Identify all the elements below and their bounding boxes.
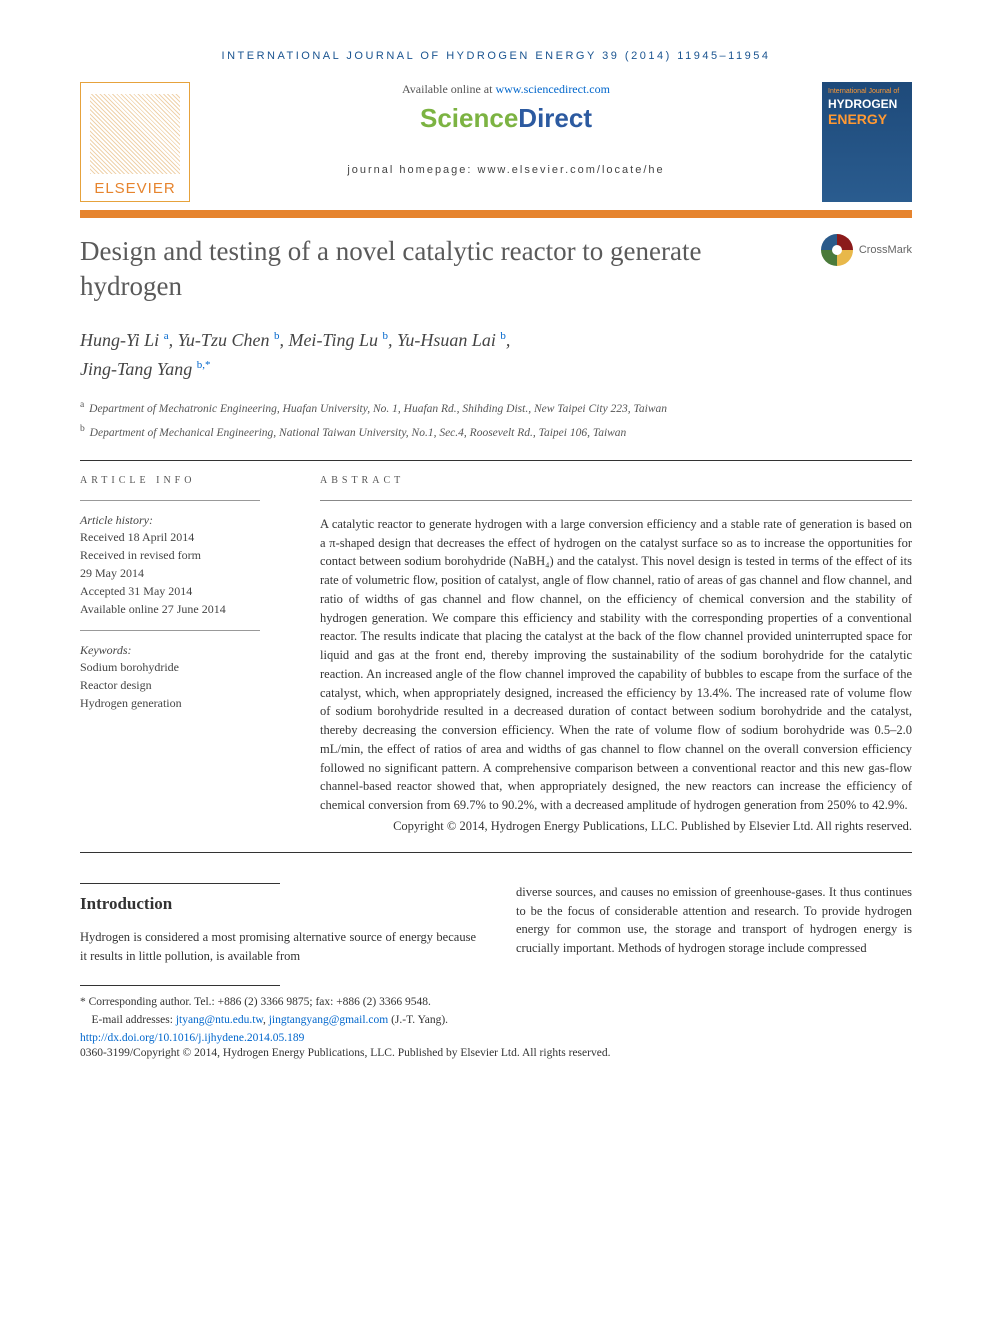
intro-paragraph-right: diverse sources, and causes no emission … <box>516 883 912 958</box>
affiliation-b: b Department of Mechanical Engineering, … <box>80 422 912 442</box>
sd-direct: Direct <box>518 103 592 133</box>
history-line: Received 18 April 2014 <box>80 528 280 546</box>
elsevier-logo: ELSEVIER <box>80 82 190 202</box>
cover-hydrogen: HYDROGEN <box>828 97 906 111</box>
footnote-rule <box>80 985 280 986</box>
abstract-text: A catalytic reactor to generate hydrogen… <box>320 515 912 815</box>
history-label: Article history: <box>80 513 280 528</box>
article-info-heading: ARTICLE INFO <box>80 475 280 486</box>
available-online: Available online at www.sciencedirect.co… <box>210 82 802 97</box>
sciencedirect-logo: ScienceDirect <box>210 103 802 134</box>
keywords-label: Keywords: <box>80 643 280 658</box>
abstract-heading: ABSTRACT <box>320 475 912 486</box>
intro-two-column: Introduction Hydrogen is considered a mo… <box>80 883 912 966</box>
history-line: Accepted 31 May 2014 <box>80 582 280 600</box>
abstract-copyright: Copyright © 2014, Hydrogen Energy Public… <box>320 819 912 834</box>
abstract-column: ABSTRACT A catalytic reactor to generate… <box>320 475 912 834</box>
history-line: Received in revised form <box>80 546 280 564</box>
footer-copyright: 0360-3199/Copyright © 2014, Hydrogen Ene… <box>80 1047 912 1059</box>
article-title: Design and testing of a novel catalytic … <box>80 234 821 304</box>
journal-cover-thumbnail: International Journal of HYDROGEN ENERGY <box>822 82 912 202</box>
intro-paragraph-left: Hydrogen is considered a most promising … <box>80 928 476 966</box>
divider <box>80 460 912 461</box>
elsevier-tree-icon <box>90 94 180 174</box>
corresponding-author-note: * Corresponding author. Tel.: +886 (2) 3… <box>80 994 912 1011</box>
affiliation-a: a Department of Mechatronic Engineering,… <box>80 398 912 418</box>
keyword: Sodium borohydride <box>80 658 280 676</box>
info-divider <box>80 500 260 501</box>
sciencedirect-url-link[interactable]: www.sciencedirect.com <box>495 82 610 96</box>
intro-col-right: diverse sources, and causes no emission … <box>516 883 912 966</box>
cover-energy: ENERGY <box>828 111 906 127</box>
crossmark-label: CrossMark <box>859 244 912 256</box>
keyword: Reactor design <box>80 676 280 694</box>
page: INTERNATIONAL JOURNAL OF HYDROGEN ENERGY… <box>0 0 992 1099</box>
history-line: Available online 27 June 2014 <box>80 600 280 618</box>
doi-link[interactable]: http://dx.doi.org/10.1016/j.ijhydene.201… <box>80 1032 304 1044</box>
email-line: E-mail addresses: jtyang@ntu.edu.tw, jin… <box>80 1012 912 1029</box>
abstract-divider <box>320 500 912 501</box>
journal-homepage: journal homepage: www.elsevier.com/locat… <box>210 164 802 176</box>
cover-small-title: International Journal of <box>828 88 906 95</box>
title-row: Design and testing of a novel catalytic … <box>80 234 912 304</box>
available-text: Available online at <box>402 82 495 96</box>
history-line: 29 May 2014 <box>80 564 280 582</box>
section-rule <box>80 883 280 884</box>
email-suffix: (J.-T. Yang). <box>388 1014 448 1026</box>
orange-divider-bar <box>80 210 912 218</box>
sd-science: Science <box>420 103 518 133</box>
article-info-column: ARTICLE INFO Article history: Received 1… <box>80 475 280 834</box>
intro-col-left: Introduction Hydrogen is considered a mo… <box>80 883 476 966</box>
info-divider <box>80 630 260 631</box>
center-header: Available online at www.sciencedirect.co… <box>190 82 822 176</box>
crossmark-icon <box>821 234 853 266</box>
email-label: E-mail addresses: <box>92 1014 176 1026</box>
running-head-citation: INTERNATIONAL JOURNAL OF HYDROGEN ENERGY… <box>80 50 912 62</box>
authors-list: Hung-Yi Li a, Yu-Tzu Chen b, Mei-Ting Lu… <box>80 326 912 384</box>
email-link-2[interactable]: jingtangyang@gmail.com <box>269 1014 389 1026</box>
elsevier-text: ELSEVIER <box>94 180 175 197</box>
crossmark-badge[interactable]: CrossMark <box>821 234 912 266</box>
header-row: ELSEVIER Available online at www.science… <box>80 82 912 202</box>
introduction-heading: Introduction <box>80 894 476 914</box>
divider <box>80 852 912 853</box>
email-link-1[interactable]: jtyang@ntu.edu.tw <box>176 1014 263 1026</box>
keyword: Hydrogen generation <box>80 694 280 712</box>
info-abstract-row: ARTICLE INFO Article history: Received 1… <box>80 475 912 834</box>
